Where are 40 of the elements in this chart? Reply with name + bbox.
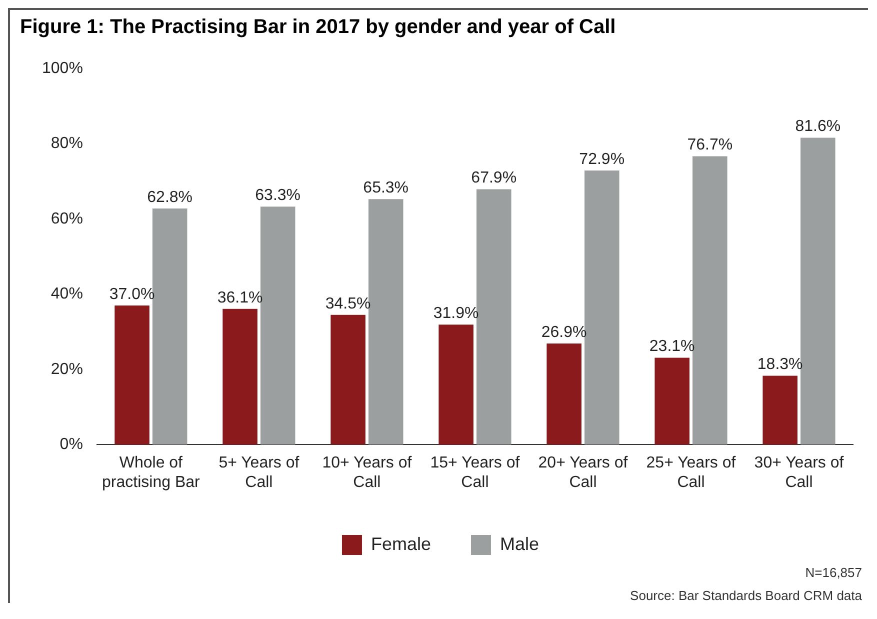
y-tick-label: 40% [50,286,83,303]
bar [114,305,150,445]
text: 26.9% [541,324,587,341]
text: 76.7% [687,136,733,154]
text: 36.1% [217,289,263,306]
text: 31.9% [433,305,479,322]
legend-label: Male [500,534,540,554]
text: 72.9% [579,150,625,168]
x-tick-label: Whole of practising Bar [102,454,201,491]
x-tick-label: 15+ Years of Call [430,454,520,491]
y-tick-label: 80% [50,135,83,152]
x-tick-label: 30+ Years of Call [754,454,844,491]
text: 65.3% [363,179,409,196]
bar [330,314,366,445]
y-tick-label: 20% [50,360,83,378]
x-tick-label: 10+ Years of Call [322,454,412,491]
bar [438,324,474,445]
text: 67.9% [471,170,517,187]
y-tick-label: 0% [60,436,83,454]
source-note: Source: Bar Standards Board CRM data [629,588,862,603]
text: 18.3% [757,356,803,374]
y-tick-label: 100% [42,60,83,78]
bar [762,376,798,445]
bar [800,138,836,445]
x-tick-label: 20+ Years of Call [538,454,628,491]
bar [546,343,582,445]
text: 62.8% [147,188,193,206]
bar [222,308,258,445]
text: N=16,857 [804,565,862,580]
text: 63.3% [255,187,301,204]
bar [654,358,690,445]
text: 23.1% [649,338,695,356]
y-tick-label: 60% [50,210,83,228]
legend-label: Female [370,534,432,554]
chart-title: Figure 1: The Practising Bar in 2017 by gender and year of Call [19,15,617,40]
text: 37.0% [109,286,155,303]
x-tick-label: 5+ Years of Call [218,454,300,491]
text: 34.5% [325,295,371,312]
text: 81.6% [795,118,841,136]
x-tick-label: 25+ Years of Call [646,454,736,491]
